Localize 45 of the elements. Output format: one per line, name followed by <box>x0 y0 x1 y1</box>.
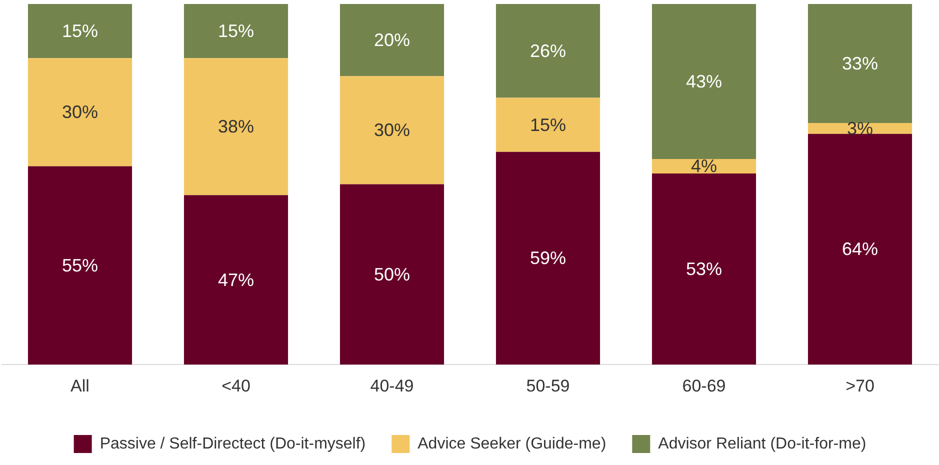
bar <box>808 134 912 365</box>
legend-label: Advice Seeker (Guide-me) <box>418 435 606 452</box>
data-label: 3% <box>846 118 874 138</box>
legend-label: Advisor Reliant (Do-it-for-me) <box>658 435 866 452</box>
bar <box>652 159 756 174</box>
x-tick-label: All <box>70 376 90 396</box>
data-label: 55% <box>62 255 98 276</box>
data-label: 15% <box>62 21 98 42</box>
bar <box>496 98 600 152</box>
data-label: 20% <box>374 30 410 50</box>
bar <box>28 166 132 365</box>
data-label: 30% <box>62 102 98 122</box>
x-tick-label: >70 <box>846 376 874 396</box>
data-label: 33% <box>842 53 878 74</box>
bar <box>340 4 444 76</box>
data-label: 50% <box>374 264 410 284</box>
legend-label: Passive / Self-Directect (Do-it-myself) <box>100 435 366 452</box>
bar <box>340 76 444 184</box>
data-label: 15% <box>218 21 254 42</box>
bar <box>808 123 912 134</box>
data-label: 4% <box>690 156 718 176</box>
data-label: 53% <box>686 259 722 280</box>
x-tick-label: 60-69 <box>682 376 726 396</box>
bar <box>808 4 912 123</box>
data-label: 30% <box>374 120 410 140</box>
x-tick-label: 50-59 <box>526 376 570 396</box>
x-tick-label: 40-49 <box>370 376 414 396</box>
bar <box>28 58 132 166</box>
x-tick-label: <40 <box>222 376 250 396</box>
data-label: 26% <box>530 40 566 61</box>
bar <box>652 4 756 160</box>
data-label: 43% <box>686 72 722 92</box>
bar <box>184 195 288 365</box>
bar <box>652 173 756 365</box>
bar <box>340 184 444 365</box>
data-label: 47% <box>218 270 254 290</box>
data-label: 64% <box>842 239 878 260</box>
bar <box>496 152 600 365</box>
data-label: 38% <box>218 116 254 137</box>
bar <box>184 58 288 196</box>
bar <box>184 4 288 58</box>
bar <box>28 4 132 58</box>
data-label: 15% <box>530 114 566 135</box>
data-label: 59% <box>530 248 566 268</box>
bar <box>496 4 600 98</box>
